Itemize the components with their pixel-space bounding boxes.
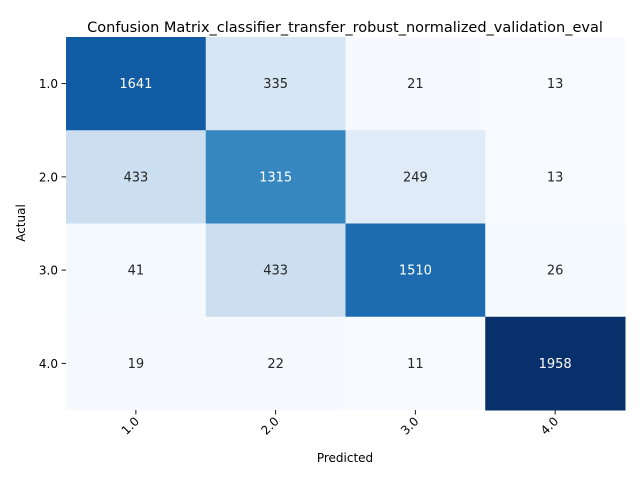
heatmap-cell-r4-c4: [485, 316, 626, 411]
cell-value-r2-c2: 1315: [259, 170, 292, 185]
cell-value-r1-c4: 13: [547, 77, 564, 92]
cell-value-r1-c3: 21: [407, 77, 424, 92]
cell-value-r2-c3: 249: [403, 170, 428, 185]
cell-value-r4-c3: 11: [407, 357, 424, 372]
x-axis-label: Predicted: [317, 451, 373, 465]
x-tick-label-4: 4.0: [538, 414, 561, 437]
heatmap-cell-r2-c4: [485, 130, 626, 224]
y-axis-label: Actual: [14, 204, 28, 242]
cell-value-r4-c2: 22: [267, 357, 284, 372]
heatmap-cell-r2-c3: [345, 130, 486, 224]
heatmap-cells: [66, 37, 626, 411]
heatmap-cell-r3-c4: [485, 223, 626, 318]
cell-value-r3-c2: 433: [263, 264, 288, 279]
y-axis: 1.0 2.0 3.0 4.0: [39, 77, 66, 371]
heatmap-cell-r2-c1: [66, 130, 207, 224]
chart-title: Confusion Matrix_classifier_transfer_rob…: [87, 20, 603, 36]
cell-value-r1-c2: 335: [263, 77, 288, 92]
heatmap-cell-r3-c1: [66, 223, 207, 318]
heatmap-cell-r1-c3: [345, 37, 486, 131]
cell-value-r4-c1: 19: [128, 357, 145, 372]
cell-value-r2-c1: 433: [123, 170, 148, 185]
x-tick-label-3: 3.0: [398, 414, 421, 437]
x-tick-label-2: 2.0: [258, 414, 281, 437]
heatmap-cell-r2-c2: [205, 130, 346, 224]
x-axis: 1.0 2.0 3.0 4.0: [119, 410, 561, 438]
heatmap-cell-r4-c2: [205, 316, 346, 411]
x-tick-label-1: 1.0: [119, 414, 142, 437]
heatmap-cell-r4-c3: [345, 316, 486, 411]
cell-value-r1-c1: 1641: [119, 77, 152, 92]
heatmap-cell-r1-c4: [485, 37, 626, 131]
cell-value-labels: 1641 335 21 13 433 1315 249 13 41 433 1510 26 19 22 11…: [119, 77, 571, 372]
y-tick-label-1: 1.0: [39, 77, 58, 91]
cell-value-r2-c4: 13: [547, 170, 564, 185]
heatmap-cell-r1-c2: [205, 37, 346, 131]
y-tick-label-4: 4.0: [39, 357, 58, 371]
heatmap-cell-r4-c1: [66, 316, 207, 411]
y-tick-label-2: 2.0: [39, 170, 58, 184]
cell-value-r3-c3: 1510: [399, 264, 432, 279]
cell-value-r4-c4: 1958: [539, 357, 572, 372]
heatmap-cell-r3-c3: [345, 223, 486, 318]
heatmap-cell-r1-c1: [66, 37, 207, 131]
cell-value-r3-c1: 41: [128, 264, 145, 279]
y-tick-label-3: 3.0: [39, 264, 58, 278]
heatmap-cell-r3-c2: [205, 223, 346, 318]
cell-value-r3-c4: 26: [547, 264, 564, 279]
